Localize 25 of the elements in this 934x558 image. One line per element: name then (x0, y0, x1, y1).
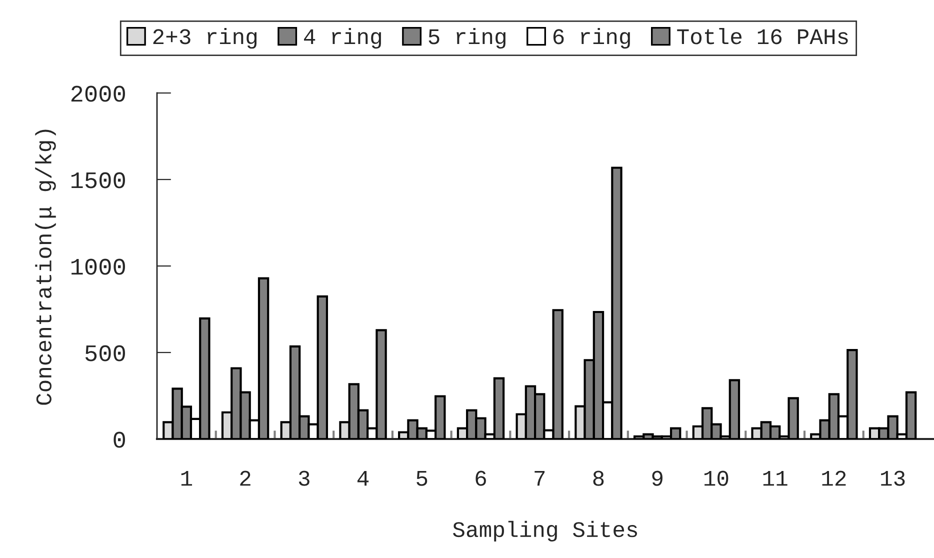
x-tick-label: 8 (593, 470, 604, 486)
legend-label: Totle 16 PAHs (677, 28, 848, 44)
legend-label: 6 ring (553, 28, 630, 49)
y-tick-label: 500 (85, 345, 125, 362)
y-tick-label: 0 (114, 432, 125, 448)
x-tick-label: 10 (704, 470, 728, 486)
x-tick-label: 4 (357, 471, 369, 486)
x-tick-label: 5 (416, 471, 428, 486)
y-axis-title: Concentration(μ g/kg) (35, 130, 56, 405)
x-tick-label: 11 (763, 471, 788, 486)
x-tick-label: 7 (534, 471, 545, 486)
x-tick-label: 2 (240, 470, 250, 486)
y-tick-label: 1000 (71, 258, 125, 275)
x-tick-label: 6 (476, 470, 486, 486)
x-tick-label: 13 (881, 470, 905, 486)
legend-label: 5 ring (428, 28, 506, 49)
x-tick-label: 3 (298, 470, 310, 486)
x-tick-label: 12 (822, 470, 846, 486)
y-tick-label: 1500 (71, 172, 125, 188)
x-tick-label: 9 (652, 470, 662, 486)
y-tick-label: 2000 (71, 86, 125, 102)
x-tick-label: 1 (181, 471, 192, 486)
legend-label: 4 ring (304, 28, 381, 49)
legend-label: 2+3 ring (153, 28, 257, 49)
x-axis-title: Sampling Sites (453, 520, 638, 542)
